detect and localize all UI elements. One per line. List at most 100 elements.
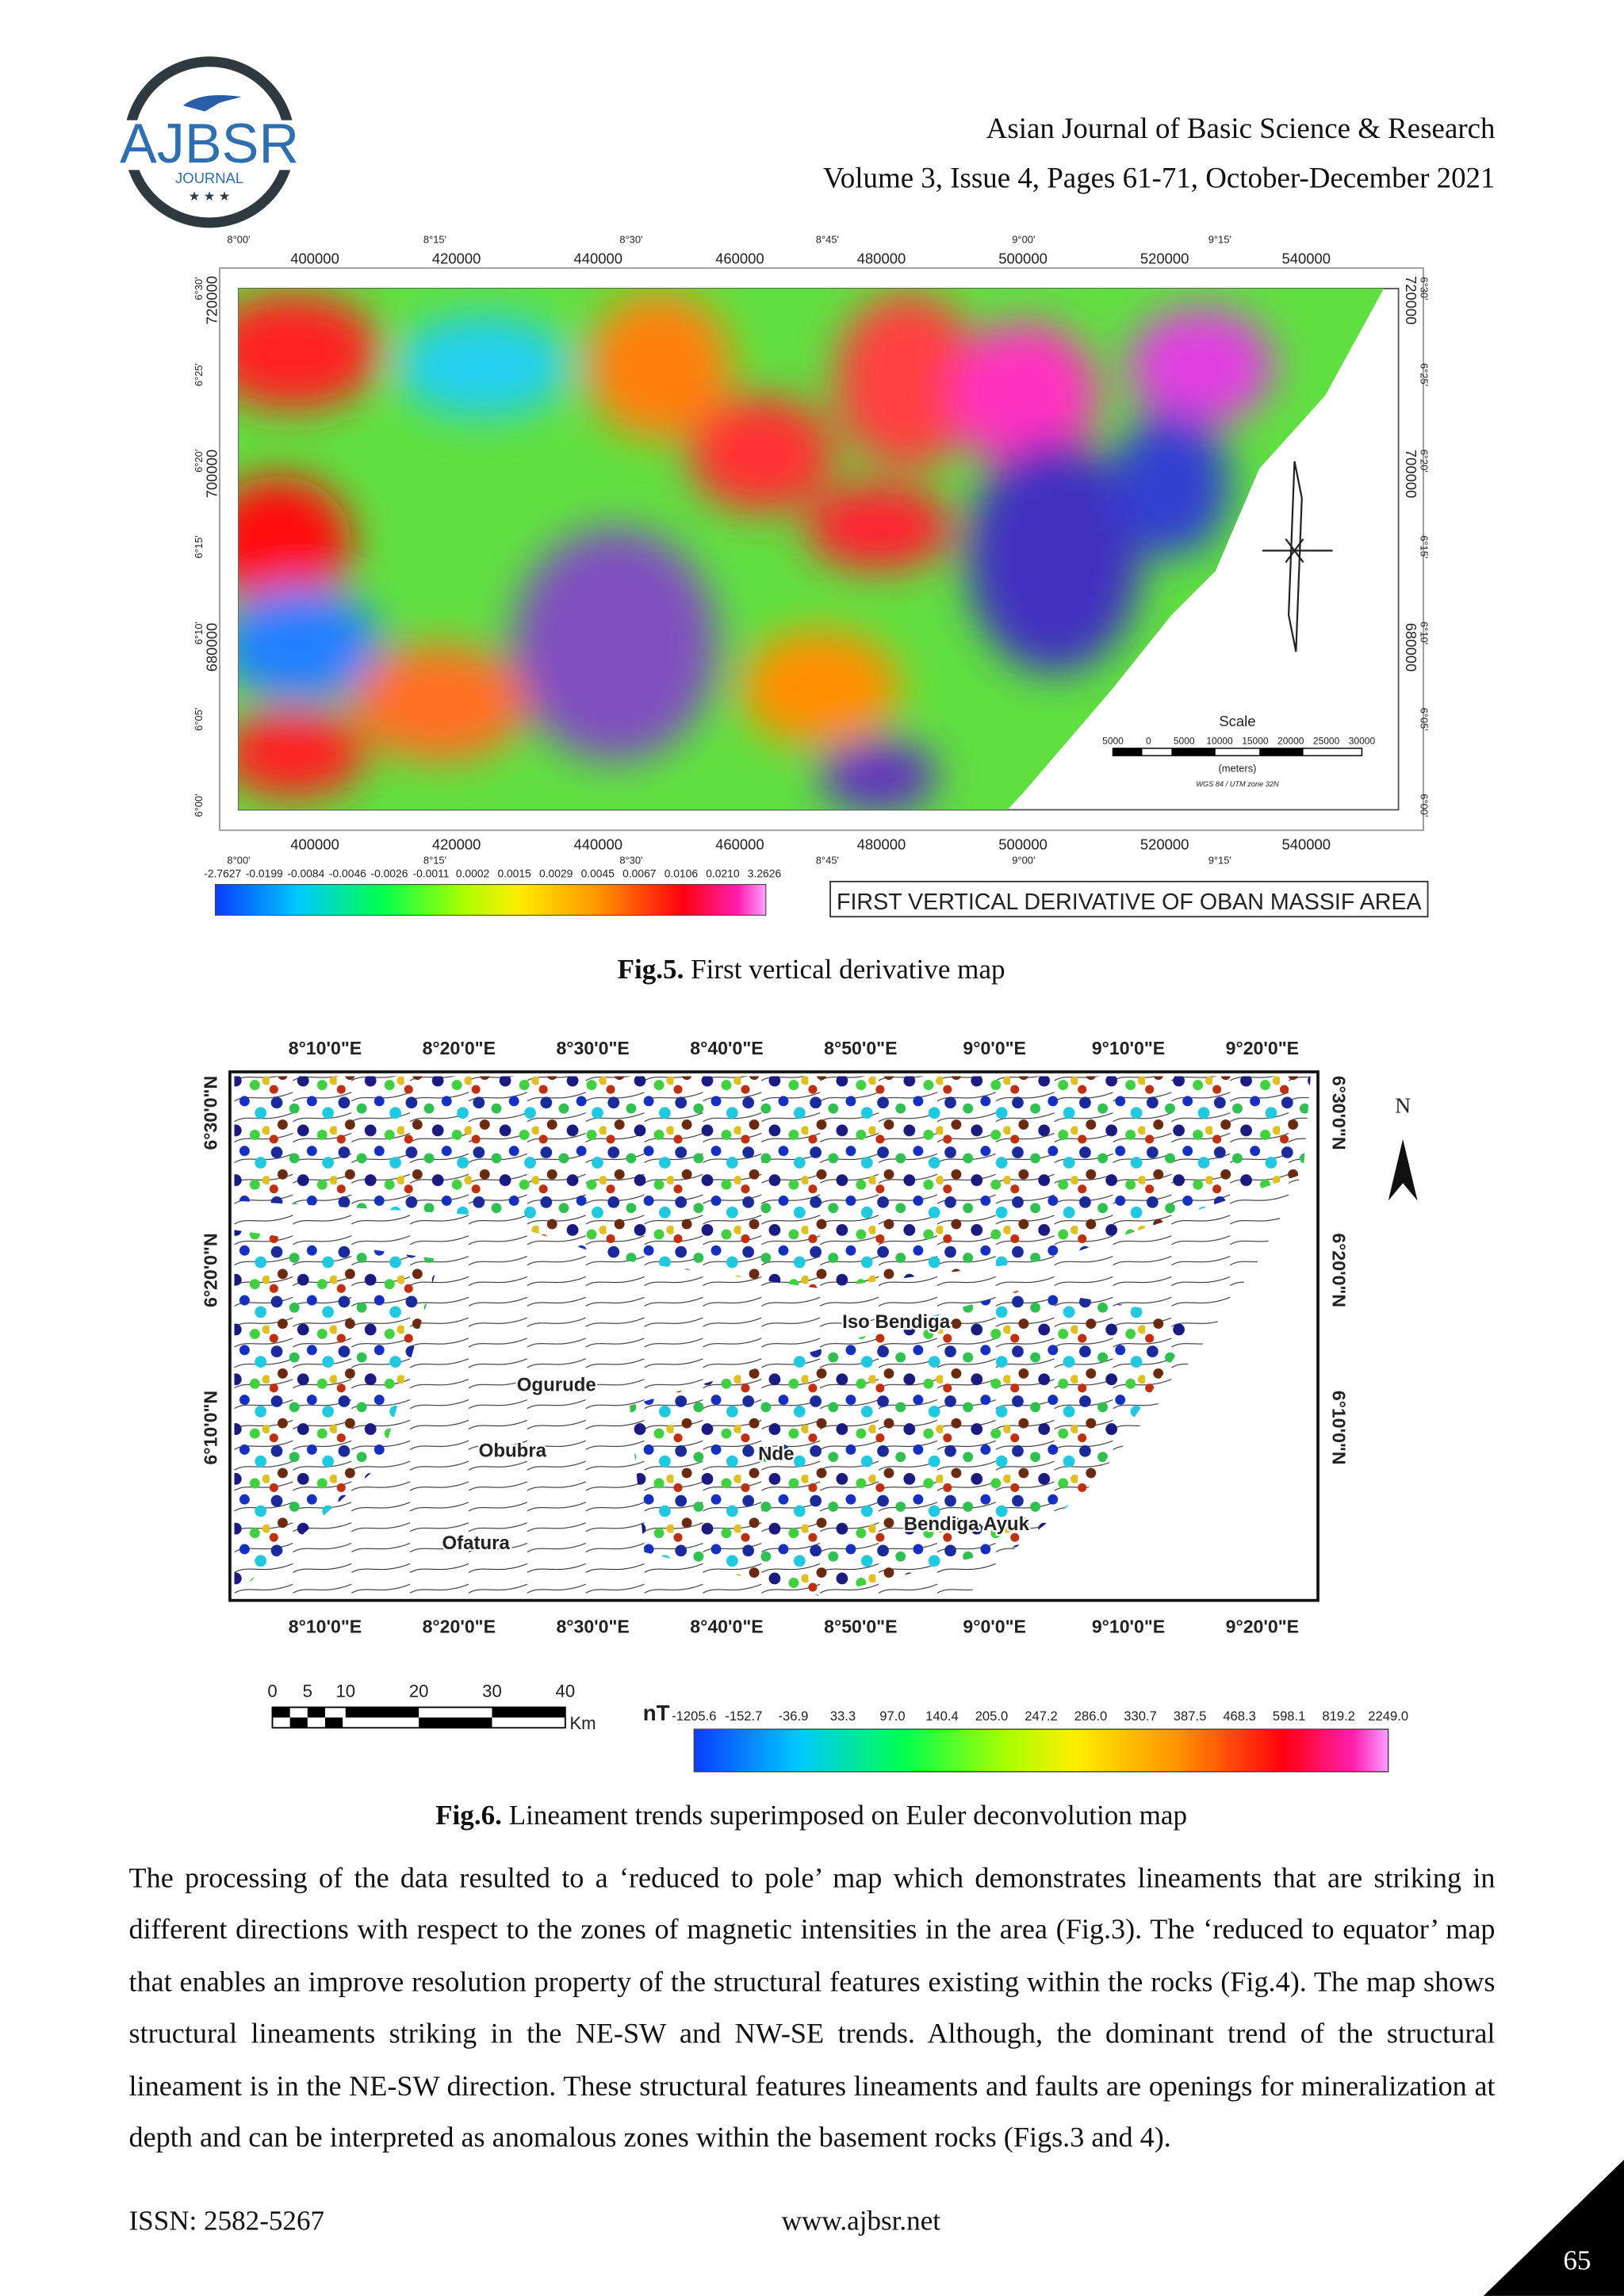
latitude-label: 6°10' (193, 622, 205, 645)
colorbar-label: -2.7627 (204, 867, 241, 879)
logo: AJBSR JOURNAL ★ ★ ★ (117, 56, 305, 228)
colorbar-6 (693, 1728, 1389, 1773)
longitude-label: 9°00' (1012, 855, 1035, 867)
scale-bar (1112, 748, 1363, 756)
map-raster (239, 288, 1385, 810)
logo-bird (182, 95, 242, 112)
caption-text: First vertical derivative map (684, 954, 1005, 985)
longitude-label: 8°40'0"E (690, 1038, 763, 1058)
easting-label: 420000 (432, 836, 481, 852)
caption: Fig.5. First vertical derivative map (618, 954, 1005, 985)
colorbar-label: 387.5 (1174, 1709, 1207, 1724)
issue-info: Volume 3, Issue 4, Pages 61-71, October-… (823, 162, 1496, 194)
colorbar-label: 0.0067 (622, 867, 656, 879)
longitude-label: 8°40'0"E (690, 1616, 763, 1636)
corner (1483, 2160, 1624, 2296)
longitude-label: 8°50'0"E (824, 1616, 897, 1636)
easting-label: 460000 (715, 836, 764, 852)
logo-band (117, 120, 305, 170)
easting-label: 480000 (857, 251, 906, 267)
km-scale-label: 40 (556, 1682, 576, 1701)
latitude-label: 6°15' (1418, 535, 1430, 558)
km-scale-label: 10 (335, 1682, 355, 1701)
caption: Fig.6. Lineament trends superimposed on … (435, 1800, 1187, 1831)
longitude-label: 8°15' (423, 234, 446, 246)
place-label: Ogurude (517, 1375, 596, 1396)
km-scale-label: 30 (482, 1682, 502, 1701)
latitude-label: 6°20' (1418, 450, 1430, 473)
latitude-label: 6°30'0"N (1329, 1076, 1350, 1150)
easting-label: 440000 (573, 836, 622, 852)
northing-label: 720000 (1403, 276, 1419, 325)
colorbar-label: -0.0046 (329, 867, 366, 879)
easting-label: 540000 (1281, 251, 1331, 267)
km-scale-bar (271, 1706, 566, 1729)
northing-label: 700000 (203, 450, 220, 499)
scale-label: 10000 (1206, 735, 1233, 746)
projection: WGS 84 / UTM zone 32N (1196, 780, 1279, 788)
scale-title: Scale (1219, 713, 1255, 729)
website: www.ajbsr.net (782, 2206, 941, 2237)
easting-label: 460000 (715, 251, 764, 267)
latitude-label: 6°30'0"N (200, 1076, 220, 1150)
easting-label: 520000 (1140, 251, 1189, 267)
logo-stars: ★ ★ ★ (189, 189, 231, 204)
colorbar-label: -36.9 (778, 1709, 808, 1724)
northing-label: 700000 (1403, 450, 1419, 499)
longitude-label: 8°10'0"E (289, 1038, 362, 1058)
scale-label: 25000 (1313, 735, 1340, 746)
northing-label: 680000 (203, 623, 220, 672)
body-text: The processing of the data resulted to a… (128, 1864, 1496, 2154)
map-title-box (829, 880, 1429, 918)
latitude-label: 6°25' (193, 363, 205, 386)
longitude-label: 9°10'0"E (1092, 1616, 1165, 1636)
colorbar-label: 0.0045 (581, 867, 615, 879)
place-label: Ofatura (442, 1533, 511, 1554)
longitude-label: 8°45' (816, 234, 839, 246)
latitude-label: 6°20'0"N (200, 1233, 220, 1307)
latitude-label: 6°10'0"N (1329, 1391, 1350, 1465)
latitude-label: 6°10' (1418, 622, 1430, 645)
easting-label: 520000 (1140, 836, 1189, 852)
map-title: FIRST VERTICAL DERIVATIVE OF OBAN MASSIF… (837, 890, 1423, 915)
place-label: Obubra (479, 1441, 547, 1462)
longitude-label: 8°50'0"E (824, 1038, 897, 1058)
longitude-label: 8°20'0"E (423, 1616, 496, 1636)
colorbar-label: 247.2 (1025, 1709, 1058, 1724)
latitude-label: 6°20' (193, 450, 205, 473)
colorbar-label: 0.0106 (665, 867, 699, 879)
easting-label: 480000 (857, 836, 906, 852)
latitude-label: 6°25' (1418, 363, 1430, 386)
longitude-label: 8°30' (619, 234, 642, 246)
colorbar-label: -0.0011 (413, 867, 450, 879)
km-scale-label: 20 (409, 1682, 429, 1701)
easting-label: 500000 (998, 836, 1048, 852)
longitude-label: 8°30' (619, 855, 642, 867)
colorbar-label: 2249.0 (1368, 1709, 1408, 1724)
colorbar-label: 0.0210 (706, 867, 740, 879)
place-label: Iso Bendiga (842, 1311, 951, 1333)
caption-text: Lineament trends superimposed on Euler d… (502, 1800, 1187, 1831)
colorbar-label: 0.0029 (539, 867, 573, 879)
journal-name: Asian Journal of Basic Science & Researc… (986, 112, 1496, 144)
colorbar-label: 330.7 (1124, 1709, 1157, 1724)
longitude-label: 8°45' (816, 855, 839, 867)
scale-label: 15000 (1242, 735, 1269, 746)
colorbar-label: 33.3 (830, 1709, 856, 1724)
latitude-label: 6°20'0"N (1329, 1233, 1350, 1307)
longitude-label: 9°20'0"E (1226, 1038, 1299, 1058)
easting-label: 420000 (432, 251, 481, 267)
latitude-label: 6°00' (193, 794, 205, 817)
easting-label: 500000 (998, 251, 1048, 267)
longitude-label: 9°0'0"E (963, 1038, 1026, 1058)
longitude-label: 9°15' (1208, 855, 1231, 867)
latitude-label: 6°05' (193, 708, 205, 731)
longitude-label: 9°15' (1208, 234, 1231, 246)
page-number: 65 (1563, 2245, 1591, 2276)
colorbar-label: 468.3 (1223, 1709, 1256, 1724)
colorbar-label: 0.0015 (497, 867, 531, 879)
map-outer-frame (219, 267, 1424, 832)
latitude-label: 6°00' (1418, 794, 1430, 817)
caption-label: Fig.6. (435, 1800, 502, 1831)
